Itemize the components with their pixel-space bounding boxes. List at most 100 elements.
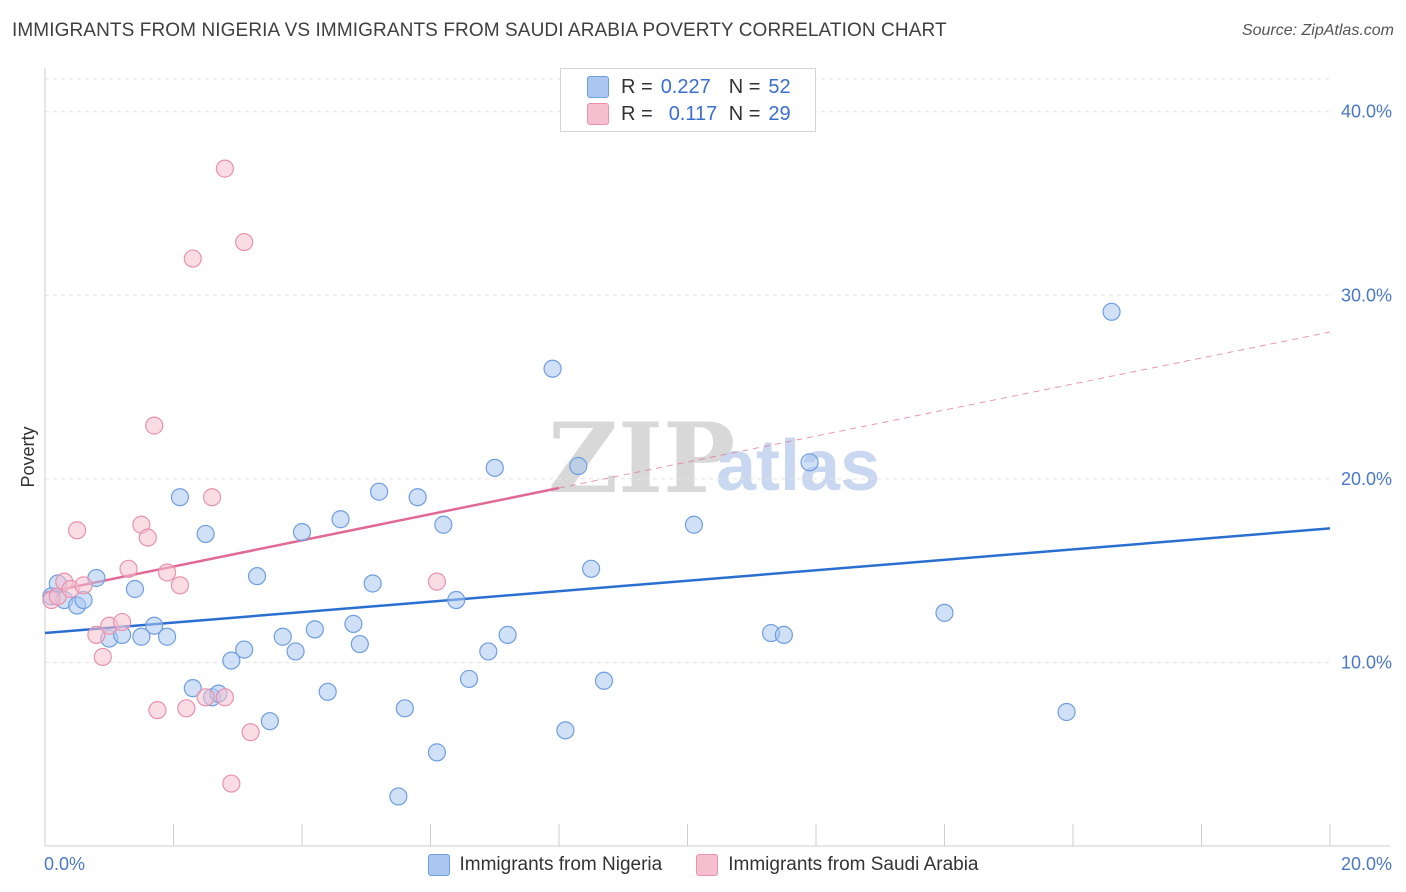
data-point-nigeria: [125, 579, 145, 599]
data-point-nigeria: [556, 721, 575, 740]
data-point-nigeria: [543, 359, 562, 378]
watermark-atlas: atlas: [716, 426, 880, 506]
series-swatch-saudi: [696, 854, 719, 876]
chart-title: IMMIGRANTS FROM NIGERIA VS IMMIGRANTS FR…: [12, 20, 947, 41]
trend-line-nigeria: [44, 527, 1331, 635]
axes: [44, 68, 1390, 847]
source-label: Source: ZipAtlas.com: [1241, 22, 1394, 39]
legend-r-value: 0.117: [668, 102, 718, 125]
data-point-nigeria: [800, 453, 819, 472]
data-point-nigeria: [1102, 302, 1121, 321]
series-legend-nigeria[interactable]: Immigrants from Nigeria: [427, 854, 663, 876]
legend-swatch-nigeria: [587, 76, 609, 98]
data-point-nigeria: [196, 524, 215, 544]
data-point-nigeria: [389, 787, 408, 806]
data-point-nigeria: [479, 642, 498, 661]
legend-r-label: R =: [621, 75, 653, 98]
data-point-nigeria: [485, 458, 504, 477]
data-point-nigeria: [582, 559, 601, 578]
data-point-nigeria: [286, 642, 305, 661]
data-point-nigeria: [498, 625, 517, 644]
data-point-nigeria: [427, 743, 447, 762]
data-point-nigeria: [935, 603, 954, 622]
y-tick-label: 10.0%: [1341, 652, 1392, 672]
data-point-nigeria: [684, 515, 704, 534]
y-axis-label: Poverty: [18, 426, 38, 487]
data-point-saudi: [427, 572, 447, 591]
grid-lines: [45, 78, 1330, 663]
data-point-nigeria: [569, 456, 588, 476]
legend-n-label: N =: [728, 102, 761, 125]
data-point-nigeria: [331, 510, 350, 529]
data-point-nigeria: [594, 671, 614, 690]
x-tick-label: 0.0%: [44, 854, 85, 874]
series-legend-saudi[interactable]: Immigrants from Saudi Arabia: [696, 854, 978, 876]
data-point-nigeria: [459, 669, 479, 689]
data-point-saudi: [119, 559, 138, 578]
series-label-saudi: Immigrants from Saudi Arabia: [728, 854, 979, 875]
data-point-saudi: [215, 159, 234, 178]
watermark: ZIP atlas: [548, 402, 880, 515]
data-point-saudi: [145, 416, 164, 435]
y-tick-label: 30.0%: [1341, 285, 1392, 305]
data-point-saudi: [183, 249, 202, 268]
series-swatch-nigeria: [427, 854, 450, 876]
data-point-nigeria: [292, 522, 312, 542]
data-point-saudi: [157, 563, 177, 582]
data-point-nigeria: [318, 682, 337, 701]
data-point-nigeria: [447, 590, 466, 610]
y-tick-labels: 10.0% 20.0% 30.0% 40.0%: [1341, 102, 1392, 673]
legend-n-value: 52: [768, 75, 791, 98]
data-point-nigeria: [1057, 702, 1076, 722]
data-point-saudi: [87, 625, 106, 644]
data-point-nigeria: [183, 679, 202, 698]
legend-row-nigeria: R = 0.227 N = 52: [587, 74, 791, 100]
data-point-saudi: [93, 647, 112, 667]
data-point-nigeria: [434, 515, 453, 534]
data-point-saudi: [241, 723, 260, 742]
data-point-nigeria: [344, 614, 363, 633]
data-point-saudi: [196, 688, 215, 707]
legend-swatch-saudi: [587, 103, 609, 125]
data-point-saudi: [138, 528, 157, 547]
legend-r-value: 0.227: [660, 75, 711, 98]
data-point-saudi: [112, 612, 132, 632]
series-legend: Immigrants from Nigeria Immigrants from …: [0, 852, 1406, 878]
data-point-nigeria: [235, 640, 254, 659]
legend-row-saudi: R = 0.117 N = 29: [587, 101, 791, 127]
data-point-nigeria: [247, 567, 267, 586]
correlation-legend: R = 0.227 N = 52 R = 0.117 N = 29: [560, 68, 816, 132]
series-label-nigeria: Immigrants from Nigeria: [459, 854, 663, 875]
data-point-saudi: [74, 576, 93, 595]
data-point-saudi: [170, 576, 190, 595]
legend-n-value: 29: [768, 102, 791, 125]
data-point-nigeria: [305, 620, 324, 639]
data-point-nigeria: [170, 488, 190, 507]
data-point-saudi: [148, 701, 167, 720]
data-point-nigeria: [370, 482, 389, 501]
legend-r-label: R =: [621, 102, 653, 125]
data-point-nigeria: [273, 627, 292, 646]
data-point-nigeria: [363, 574, 382, 593]
data-point-nigeria: [395, 699, 414, 718]
legend-n-label: N =: [728, 75, 761, 98]
data-point-saudi: [215, 688, 234, 707]
data-points: [42, 159, 1121, 806]
data-point-nigeria: [260, 712, 279, 731]
y-tick-label: 20.0%: [1341, 469, 1392, 489]
data-point-nigeria: [132, 627, 151, 646]
data-point-nigeria: [222, 651, 241, 670]
data-point-nigeria: [350, 634, 369, 654]
x-tick-labels: 0.0% 20.0%: [44, 854, 1392, 874]
data-point-nigeria: [157, 627, 177, 646]
data-point-nigeria: [774, 625, 793, 644]
data-point-nigeria: [145, 616, 164, 635]
data-point-saudi: [202, 488, 222, 507]
x-tick-label: 20.0%: [1341, 854, 1392, 874]
data-point-saudi: [68, 521, 87, 540]
data-point-saudi: [177, 699, 196, 718]
data-point-saudi: [235, 232, 254, 252]
data-point-saudi: [222, 774, 241, 793]
data-point-nigeria: [408, 488, 427, 507]
